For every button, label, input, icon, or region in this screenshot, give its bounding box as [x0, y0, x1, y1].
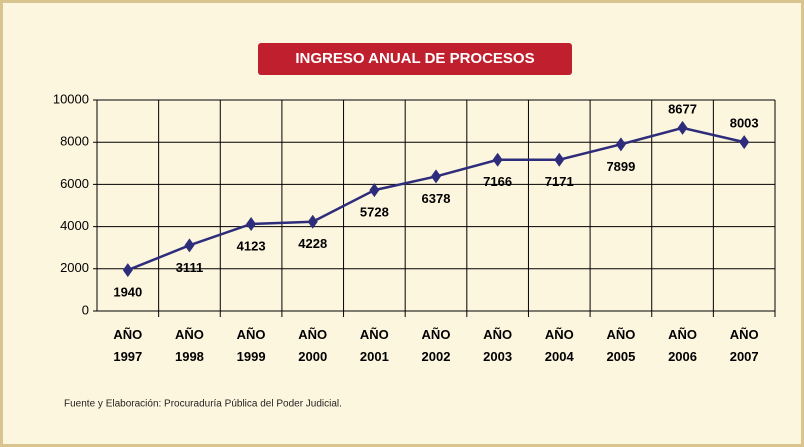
marker	[184, 238, 195, 253]
data-label: 5728	[360, 205, 389, 220]
marker	[554, 152, 565, 167]
data-label: 8003	[730, 116, 759, 131]
marker	[739, 135, 750, 150]
y-tick-label: 4000	[60, 218, 89, 233]
marker	[677, 120, 688, 135]
x-tick-label: AÑO 2000	[298, 327, 327, 364]
marker	[431, 169, 441, 184]
x-tick-label: AÑO 2004	[545, 327, 575, 364]
y-tick-label: 8000	[60, 134, 89, 149]
x-tick-label: AÑO 2006	[668, 327, 697, 364]
x-tick-label: AÑO 2001	[360, 327, 389, 364]
data-label: 3111	[176, 260, 204, 275]
marker	[492, 152, 503, 167]
chart-title: INGRESO ANUAL DE PROCESOS	[295, 50, 534, 67]
marker	[246, 217, 257, 232]
x-tick-label: AÑO 2003	[483, 327, 512, 364]
marker	[369, 183, 380, 198]
title-box	[258, 43, 572, 75]
marker	[615, 137, 626, 152]
data-label: 4123	[237, 238, 266, 253]
marker	[122, 263, 133, 278]
x-tick-label: AÑO 1998	[175, 327, 204, 364]
x-tick-label: AÑO 2002	[422, 327, 451, 364]
data-label: 7166	[483, 174, 512, 189]
y-tick-label: 10000	[53, 91, 89, 106]
x-tick-label: AÑO 1999	[237, 327, 266, 364]
data-label: 4228	[298, 236, 327, 251]
marker	[307, 214, 318, 229]
data-label: 7899	[606, 159, 635, 174]
source-note: Fuente y Elaboración: Procuraduría Públi…	[64, 399, 342, 410]
y-tick-label: 2000	[60, 260, 89, 275]
y-tick-label: 6000	[60, 176, 89, 191]
data-label: 1940	[113, 285, 142, 300]
x-tick-label: AÑO 2007	[730, 327, 759, 364]
data-label: 6378	[422, 191, 451, 206]
data-label: 8677	[668, 101, 697, 116]
data-label: 7171	[545, 174, 574, 189]
y-tick-label: 0	[82, 302, 89, 317]
x-tick-label: AÑO 2005	[606, 327, 635, 364]
x-tick-label: AÑO 1997	[113, 327, 142, 364]
